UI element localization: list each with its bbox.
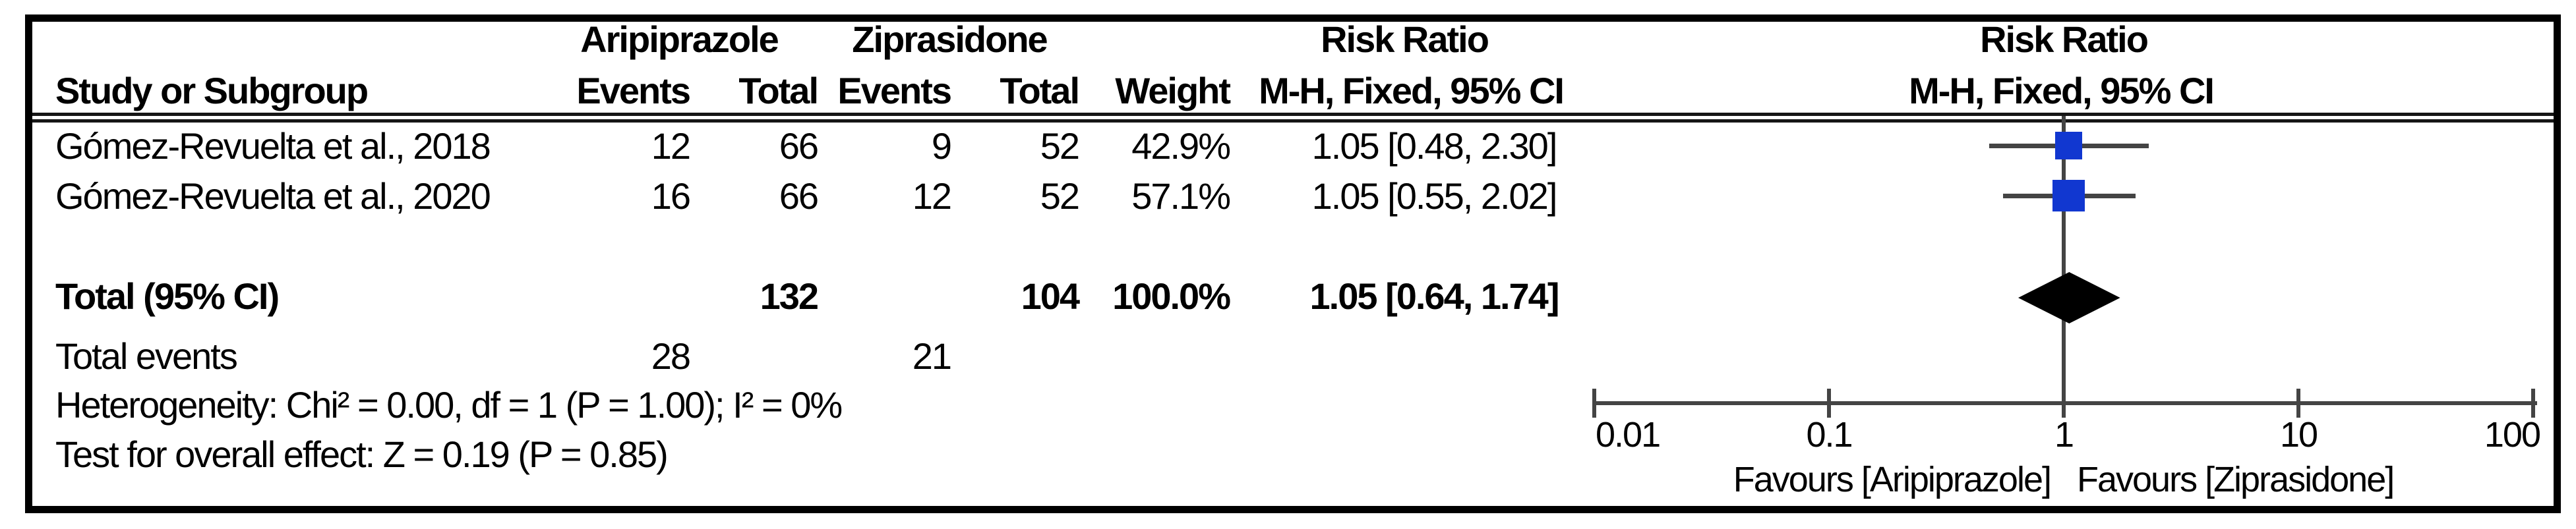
group2-header: Ziprasidone	[852, 18, 1048, 60]
null-effect-line	[2062, 116, 2066, 418]
events2-column-header: Events	[837, 70, 952, 111]
total1-column-header: Total	[738, 70, 819, 111]
favours-left-label: Favours [Aripiprazole]	[1733, 460, 2052, 499]
axis-tick-mark	[2296, 389, 2300, 418]
total-row-total1: 132	[760, 275, 819, 317]
effect-square-marker	[2054, 132, 2083, 159]
weight-column-header: Weight	[1115, 70, 1231, 111]
study-name: Gómez-Revuelta et al., 2018	[55, 125, 491, 167]
axis-tick-label-100: 100	[2484, 415, 2541, 455]
method-header-right: M-H, Fixed, 95% CI	[1909, 70, 2215, 111]
study-total1: 66	[779, 175, 819, 217]
axis-tick-label-1: 1	[2054, 415, 2074, 455]
study-events1: 12	[651, 125, 691, 167]
study-events2: 9	[931, 125, 952, 167]
axis-tick-mark	[1592, 389, 1596, 418]
header-divider-bottom	[32, 119, 2554, 123]
total-row-label: Total (95% CI)	[55, 275, 280, 317]
risk-ratio-header-right: Risk Ratio	[1980, 18, 2149, 60]
events1-column-header: Events	[576, 70, 691, 111]
study-total2: 52	[1040, 125, 1080, 167]
study-weight: 42.9%	[1131, 125, 1231, 167]
study-ci-text: 1.05 [0.48, 2.30]	[1311, 125, 1558, 167]
heterogeneity-text: Heterogeneity: Chi² = 0.00, df = 1 (P = …	[55, 384, 843, 426]
axis-tick-mark	[2531, 389, 2535, 418]
study-events2: 12	[912, 175, 952, 217]
favours-right-label: Favours [Ziprasidone]	[2077, 460, 2395, 499]
study-column-header: Study or Subgroup	[55, 70, 369, 111]
total-row-ci: 1.05 [0.64, 1.74]	[1309, 275, 1560, 317]
header-divider-top	[32, 113, 2554, 116]
total-events-label: Total events	[55, 335, 238, 377]
axis-tick-label-0.1: 0.1	[1806, 415, 1853, 455]
total2-column-header: Total	[1000, 70, 1080, 111]
study-total2: 52	[1040, 175, 1080, 217]
axis-tick-label-10: 10	[2279, 415, 2318, 455]
total-events-group2: 21	[912, 335, 952, 377]
risk-ratio-header-left: Risk Ratio	[1321, 18, 1489, 60]
group1-header: Aripiprazole	[580, 18, 779, 60]
study-weight: 57.1%	[1131, 175, 1231, 217]
study-total1: 66	[779, 125, 819, 167]
effect-square-marker	[2052, 179, 2085, 212]
overall-effect-text: Test for overall effect: Z = 0.19 (P = 0…	[55, 433, 669, 475]
method-header-left: M-H, Fixed, 95% CI	[1259, 70, 1565, 111]
axis-tick-mark	[2062, 389, 2066, 418]
study-name: Gómez-Revuelta et al., 2020	[55, 175, 491, 217]
total-row-weight: 100.0%	[1112, 275, 1231, 317]
axis-tick-label-0.01: 0.01	[1596, 415, 1661, 455]
total-events-group1: 28	[651, 335, 691, 377]
study-ci-text: 1.05 [0.55, 2.02]	[1311, 175, 1558, 217]
total-row-total2: 104	[1021, 275, 1080, 317]
axis-tick-mark	[1827, 389, 1831, 418]
figure-border	[25, 14, 2561, 513]
study-events1: 16	[651, 175, 691, 217]
